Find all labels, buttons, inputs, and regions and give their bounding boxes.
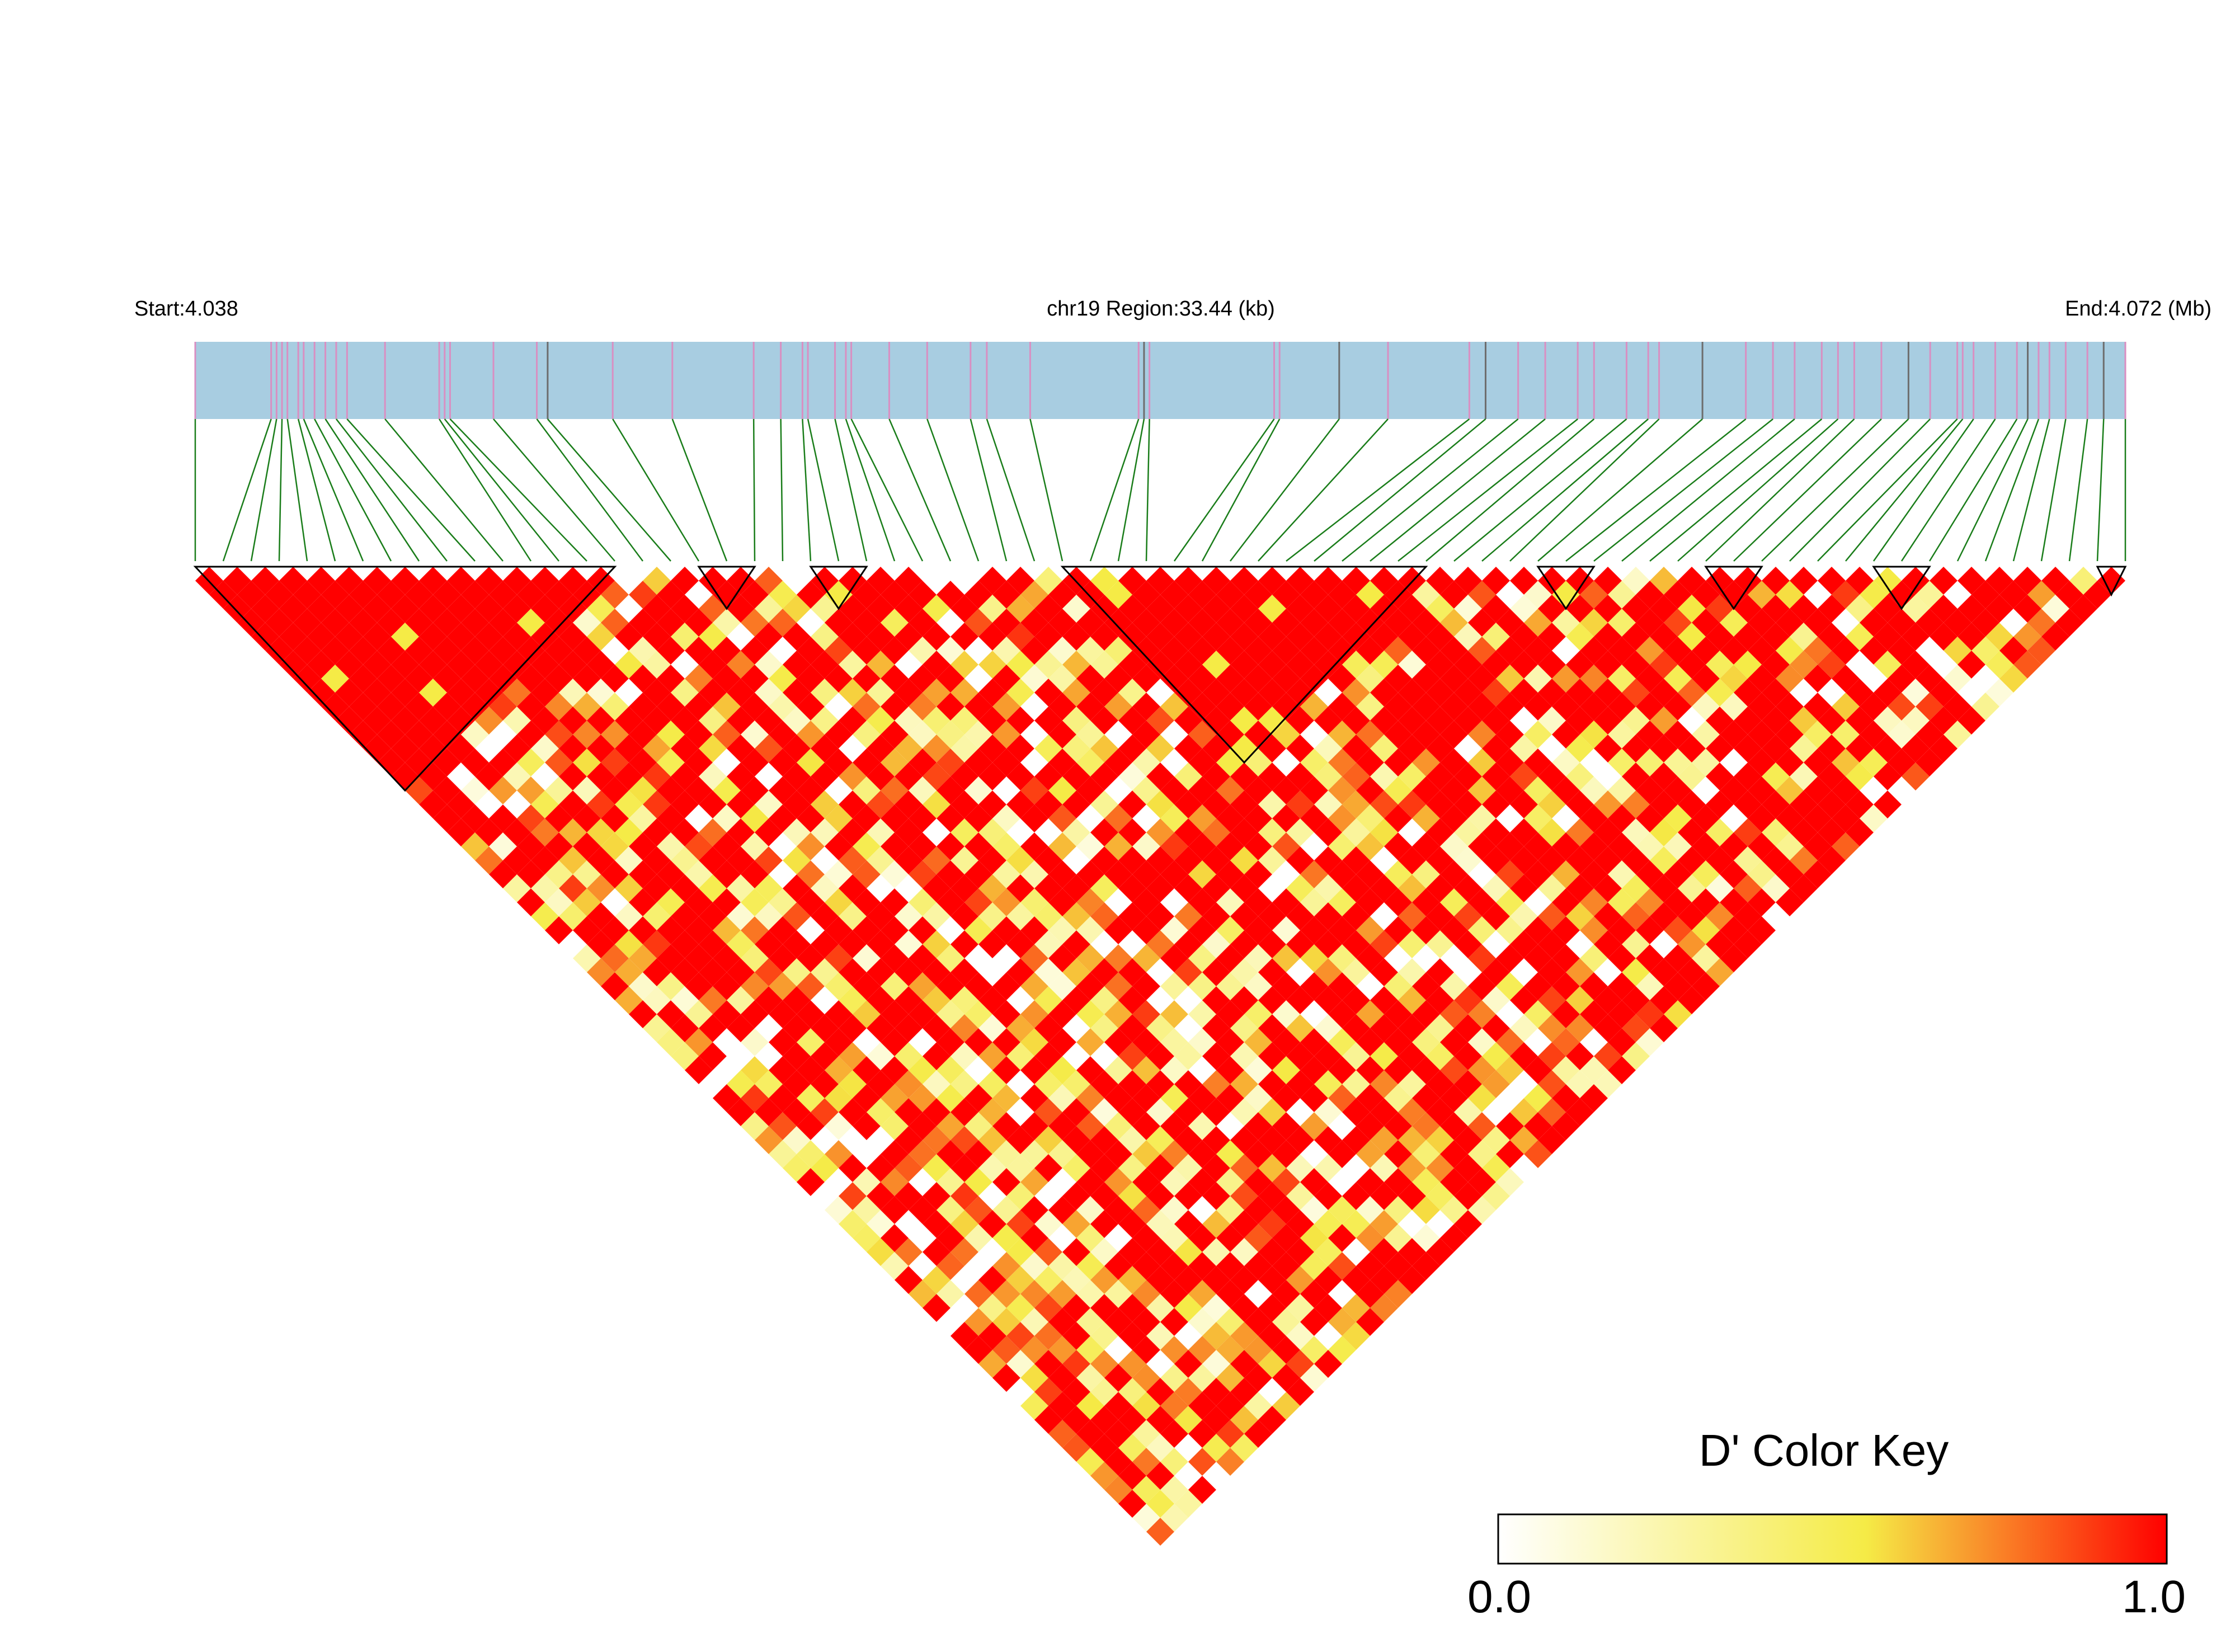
snp-connector-line bbox=[303, 418, 364, 562]
snp-connector-line bbox=[444, 418, 559, 562]
snp-connector-line bbox=[1173, 418, 1275, 562]
snp-connector-line bbox=[1117, 418, 1145, 562]
snp-connector-line bbox=[449, 418, 587, 562]
snp-connector-line bbox=[802, 418, 812, 562]
snp-connector-line bbox=[1089, 418, 1140, 562]
color-key: D' Color Key 0.0 1.0 bbox=[1467, 1425, 2186, 1622]
snp-connector-line bbox=[2096, 418, 2105, 562]
snp-connector-line bbox=[278, 418, 283, 562]
snp-connector-line bbox=[324, 418, 420, 562]
snp-connector-line bbox=[1509, 418, 1660, 562]
ld-cells bbox=[195, 567, 2125, 1546]
haplotype-block-outline bbox=[193, 566, 617, 792]
haplotype-block-outline bbox=[2096, 566, 2127, 597]
snp-track-ticks bbox=[194, 342, 2126, 419]
start-label: Start:4.038 bbox=[134, 297, 238, 321]
ld-cell bbox=[2097, 567, 2125, 595]
snp-connector-line bbox=[1230, 418, 1340, 562]
snp-connector-line bbox=[1845, 418, 1964, 562]
snp-connector-line bbox=[807, 418, 840, 562]
snp-connector-line bbox=[1398, 418, 1578, 562]
snp-connector-line bbox=[2012, 418, 2050, 562]
snp-connector-line bbox=[222, 418, 272, 562]
snp-connector-line bbox=[850, 418, 924, 562]
snp-connector-line bbox=[1453, 418, 1627, 562]
snp-connector-line bbox=[1705, 418, 1855, 562]
snp-connector-line bbox=[346, 418, 476, 562]
snp-connector-line bbox=[1984, 418, 2040, 562]
snp-connector-line bbox=[1370, 418, 1546, 562]
snp-connector-line bbox=[1593, 418, 1773, 562]
color-key-title: D' Color Key bbox=[1699, 1425, 1949, 1475]
color-key-bar bbox=[1497, 1513, 2168, 1565]
haplotype-block-outline bbox=[697, 566, 756, 610]
snp-connector-line bbox=[250, 418, 277, 562]
snp-connector-line bbox=[297, 418, 336, 562]
snp-connector-line bbox=[2068, 418, 2088, 562]
snp-connector-line bbox=[1900, 418, 1996, 562]
snp-connector-line bbox=[671, 418, 728, 562]
haplotype-block-outline bbox=[1704, 566, 1763, 610]
snp-connector-line bbox=[970, 418, 1008, 562]
chromosome-track bbox=[195, 342, 2125, 419]
snp-connector-line bbox=[547, 418, 671, 562]
snp-connector-line bbox=[612, 418, 700, 562]
snp-connector-line bbox=[384, 418, 504, 562]
snp-connector-line bbox=[1733, 418, 1882, 562]
snp-connector-line bbox=[1537, 418, 1703, 562]
snp-connector-line bbox=[1928, 418, 2018, 562]
snp-connector-line bbox=[926, 418, 980, 562]
snp-connector-line bbox=[1258, 418, 1389, 562]
snp-connector-line bbox=[780, 418, 784, 562]
snp-connector-line bbox=[2040, 418, 2067, 562]
haplotype-block-outline bbox=[1060, 566, 1428, 764]
snp-connector-line bbox=[1677, 418, 1839, 562]
snp-connector-line bbox=[986, 418, 1036, 562]
snp-connector-line bbox=[1286, 418, 1470, 562]
snp-connector-lines bbox=[194, 418, 2126, 562]
color-key-min-label: 0.0 bbox=[1467, 1571, 1531, 1622]
snp-connector-line bbox=[888, 418, 952, 562]
snp-connector-line bbox=[286, 418, 308, 562]
snp-connector-line bbox=[1481, 418, 1649, 562]
color-key-max-label: 1.0 bbox=[2122, 1571, 2186, 1622]
haplotype-block-outline bbox=[809, 566, 868, 610]
region-label: chr19 Region:33.44 (kb) bbox=[1047, 297, 1275, 321]
snp-connector-line bbox=[752, 418, 756, 562]
snp-connector-line bbox=[845, 418, 896, 562]
snp-connector-line bbox=[1425, 418, 1595, 562]
snp-connector-line bbox=[1621, 418, 1795, 562]
snp-connector-line bbox=[1029, 418, 1064, 562]
end-label: End:4.072 (Mb) bbox=[2065, 297, 2212, 321]
haplotype-block-outline bbox=[1872, 566, 1931, 610]
snp-connector-line bbox=[1789, 418, 1931, 562]
haplotype-blocks bbox=[193, 566, 2127, 792]
snp-connector-line bbox=[335, 418, 448, 562]
snp-connector-line bbox=[834, 418, 868, 562]
snp-connector-line bbox=[536, 418, 644, 562]
snp-connector-line bbox=[1761, 418, 1909, 562]
snp-connector-line bbox=[1817, 418, 1958, 562]
snp-connector-line bbox=[1314, 418, 1486, 562]
snp-connector-line bbox=[1872, 418, 1974, 562]
haplotype-block-outline bbox=[1536, 566, 1596, 610]
snp-connector-line bbox=[1342, 418, 1519, 562]
snp-connector-line bbox=[1565, 418, 1747, 562]
snp-connector-line bbox=[493, 418, 615, 562]
snp-connector-line bbox=[1649, 418, 1823, 562]
snp-connector-line bbox=[439, 418, 532, 562]
snp-connector-line bbox=[1145, 418, 1150, 562]
snp-connector-line bbox=[1201, 418, 1281, 562]
snp-connector-line bbox=[314, 418, 392, 562]
snp-connector-line bbox=[1956, 418, 2029, 562]
